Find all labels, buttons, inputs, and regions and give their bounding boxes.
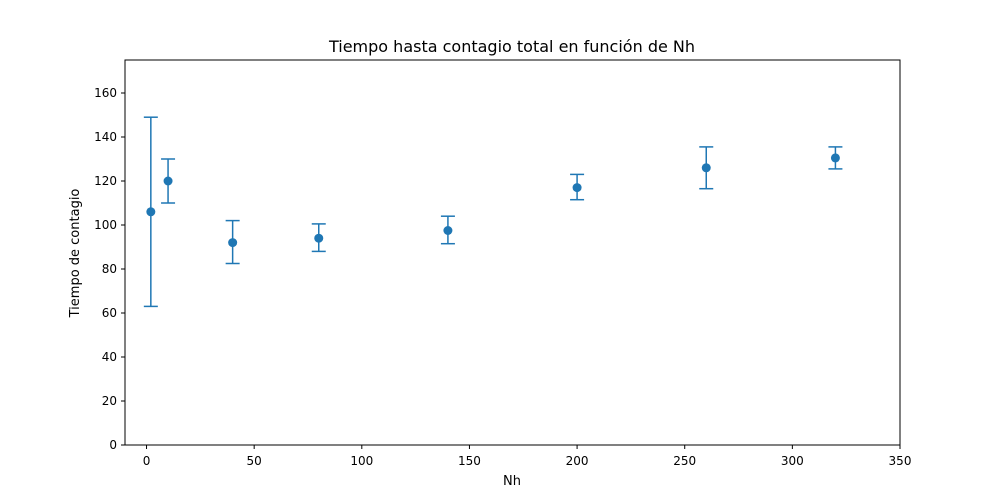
y-tick-label: 60 (102, 306, 117, 320)
y-tick-label: 140 (94, 130, 117, 144)
plot-frame (124, 59, 901, 446)
x-tick-label: 150 (458, 454, 481, 468)
data-point (701, 163, 711, 173)
data-point (572, 183, 582, 193)
data-point (314, 233, 324, 243)
y-tick-label: 40 (102, 350, 117, 364)
y-tick-label: 160 (94, 86, 117, 100)
y-tick-label: 100 (94, 218, 117, 232)
data-marks (143, 116, 843, 308)
y-tick-label: 80 (102, 262, 117, 276)
x-tick-label: 200 (566, 454, 589, 468)
data-point (830, 153, 840, 163)
data-point (146, 207, 156, 217)
x-tick-label: 300 (781, 454, 804, 468)
y-tick-label: 20 (102, 394, 117, 408)
x-tick-label: 0 (143, 454, 151, 468)
x-axis-label: Nh (503, 474, 521, 489)
plot-area (124, 59, 901, 446)
data-point (228, 238, 238, 248)
y-tick-label: 120 (94, 174, 117, 188)
y-tick-label: 0 (109, 438, 117, 452)
x-axis: 0 50 100 150 200 250 300 350 (143, 445, 912, 468)
x-tick-label: 50 (247, 454, 262, 468)
y-axis: 0 20 40 60 80 100 120 140 160 (94, 86, 125, 452)
data-point (443, 226, 453, 235)
chart-title: Tiempo hasta contagio total en función d… (328, 37, 695, 56)
x-tick-label: 100 (350, 454, 373, 468)
y-axis-label: Tiempo de contagio (68, 189, 83, 319)
x-tick-label: 350 (889, 454, 912, 468)
x-tick-label: 250 (673, 454, 696, 468)
data-point (163, 176, 173, 186)
